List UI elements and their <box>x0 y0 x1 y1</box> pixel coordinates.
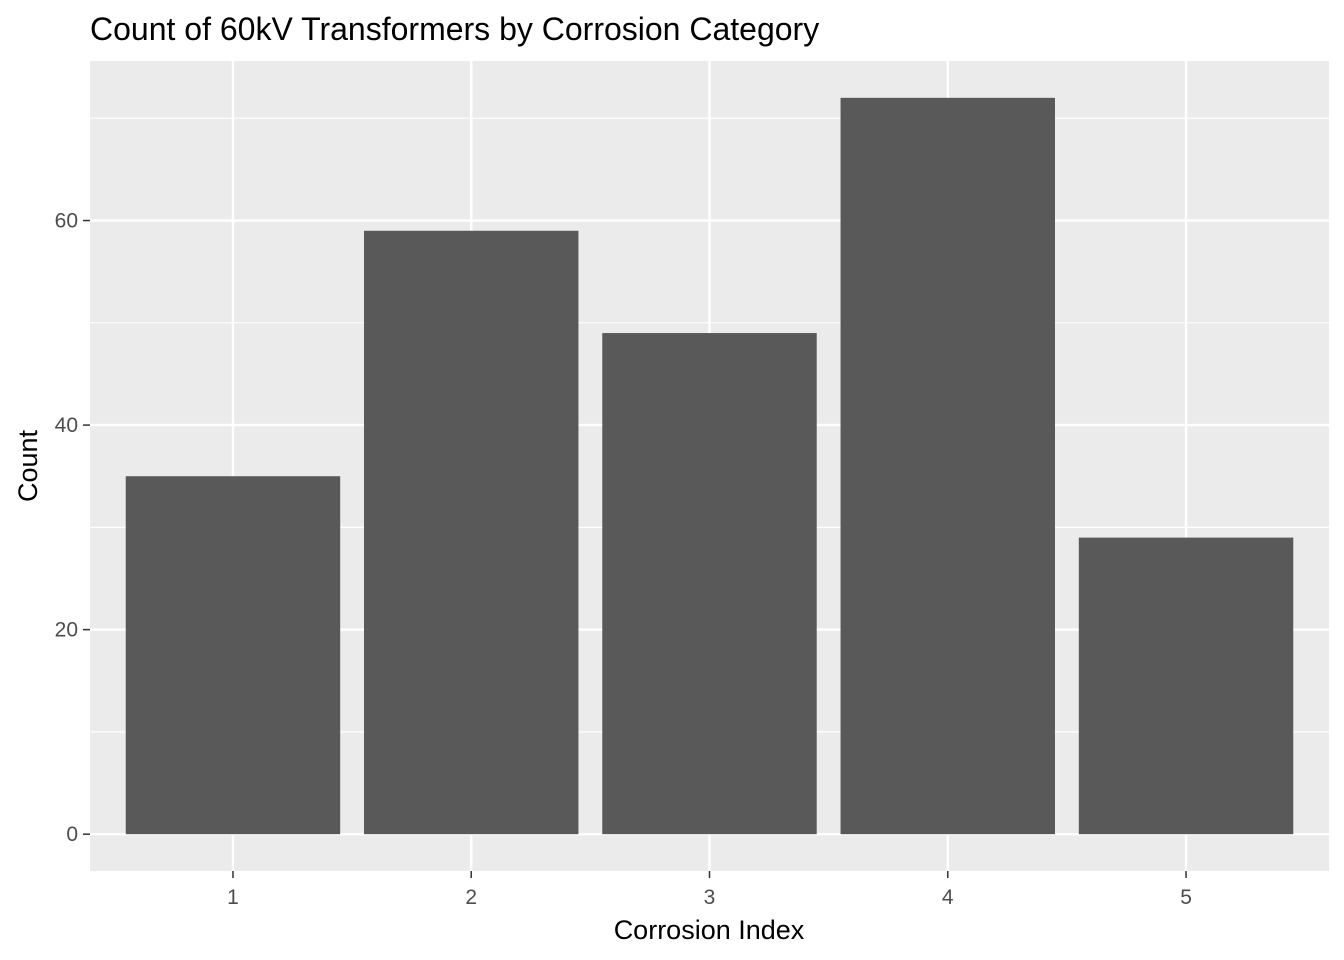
bar-1 <box>125 476 341 835</box>
y-axis-title: Count <box>13 429 43 502</box>
x-tick-label: 5 <box>1180 886 1192 909</box>
bar-4 <box>840 97 1055 835</box>
bar-2 <box>364 230 579 835</box>
x-tick-label: 3 <box>704 886 716 909</box>
bar-3 <box>602 333 817 835</box>
y-tick-label: 0 <box>66 823 78 846</box>
x-axis: 1 2 3 4 5 <box>227 871 1192 909</box>
y-tick-label: 40 <box>55 414 78 437</box>
chart-title: Count of 60kV Transformers by Corrosion … <box>90 11 819 47</box>
y-tick-label: 20 <box>55 619 78 642</box>
bars-group <box>125 97 1294 835</box>
y-axis: 0 20 40 60 <box>55 210 90 846</box>
x-tick-label: 4 <box>942 886 954 909</box>
bar-5 <box>1078 537 1294 835</box>
y-tick-label: 60 <box>55 210 78 233</box>
x-tick-label: 2 <box>465 886 477 909</box>
x-tick-label: 1 <box>227 886 239 909</box>
x-axis-title: Corrosion Index <box>614 915 805 945</box>
